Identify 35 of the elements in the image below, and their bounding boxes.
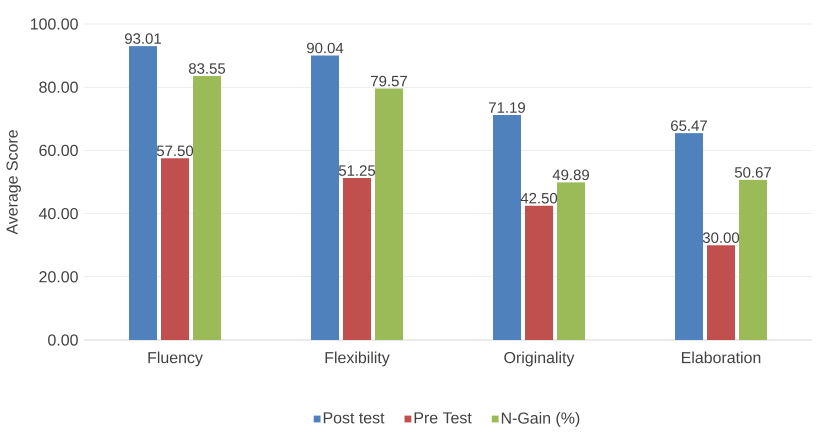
bar <box>739 180 768 340</box>
bar <box>311 55 339 340</box>
data-label: 93.01 <box>125 33 161 44</box>
legend-label: Pre Test <box>414 412 472 424</box>
data-label: 90.04 <box>307 42 344 54</box>
y-tick-label: 100.00 <box>30 18 78 30</box>
y-tick-label: 40.00 <box>38 208 78 220</box>
legend-label: Post test <box>324 412 384 424</box>
y-axis-title: Average Score <box>6 130 21 235</box>
x-tick-label: Fluency <box>148 352 203 366</box>
data-label: 83.55 <box>188 63 226 74</box>
bar <box>493 115 522 340</box>
x-tick-label: Originality <box>504 352 574 366</box>
y-tick-label: 20.00 <box>39 271 78 282</box>
bar <box>161 158 189 340</box>
data-label: 49.89 <box>552 170 589 180</box>
bar <box>129 46 157 340</box>
bar <box>707 245 736 340</box>
data-label: 79.57 <box>371 76 407 86</box>
data-label: 50.67 <box>734 167 771 178</box>
x-tick-label: Flexibility <box>326 352 390 366</box>
bar <box>675 133 704 340</box>
bar <box>375 88 404 340</box>
y-tick-label: 80.00 <box>39 82 78 93</box>
y-tick-label: 0.00 <box>48 334 78 346</box>
bar <box>343 178 371 340</box>
data-label: 71.19 <box>489 102 525 113</box>
bar <box>525 206 554 340</box>
data-label: 65.47 <box>671 120 707 131</box>
legend-label: N-Gain (%) <box>502 412 580 427</box>
y-tick-label: 60.00 <box>39 144 78 156</box>
bar <box>193 76 221 340</box>
bar <box>557 182 586 340</box>
x-tick-label: Elaboration <box>682 352 760 364</box>
data-label: 51.25 <box>338 165 376 176</box>
